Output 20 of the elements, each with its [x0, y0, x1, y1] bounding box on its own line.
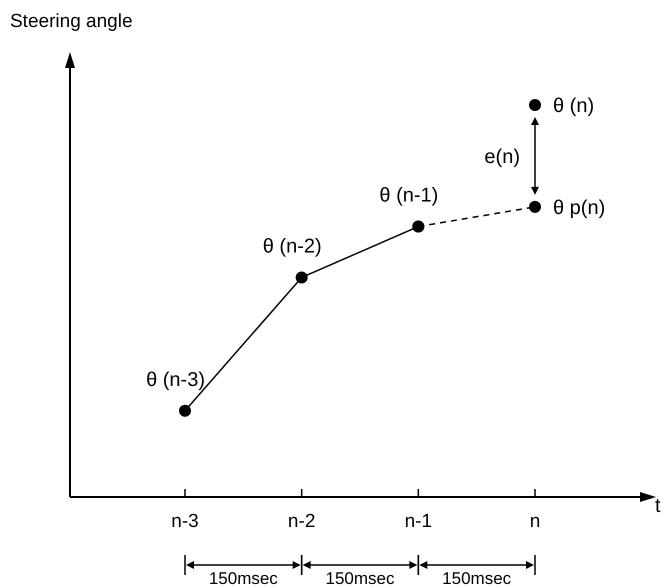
x-tick-label: n-1 [404, 511, 432, 532]
point [412, 220, 424, 233]
x-tick-label: n-2 [288, 511, 316, 532]
annotation: θ p(n) [553, 196, 606, 219]
annotation: θ (n-3) [146, 368, 205, 391]
point [529, 200, 541, 213]
annotation: θ (n-2) [262, 235, 322, 258]
annotation: e(n) [484, 146, 520, 168]
text: 150msec [208, 569, 278, 586]
x-tick-label: n [530, 511, 540, 532]
text: 150msec [326, 569, 395, 586]
x-tick-label: n-3 [171, 511, 199, 532]
annotation: θ (n) [553, 95, 594, 117]
point [179, 404, 191, 417]
point [529, 99, 541, 111]
x-axis-title: t [655, 495, 661, 517]
point [296, 271, 308, 284]
y-axis-title: Steering angle [10, 11, 133, 32]
annotation: θ (n-1) [379, 184, 438, 207]
text: 150msec [442, 569, 512, 586]
